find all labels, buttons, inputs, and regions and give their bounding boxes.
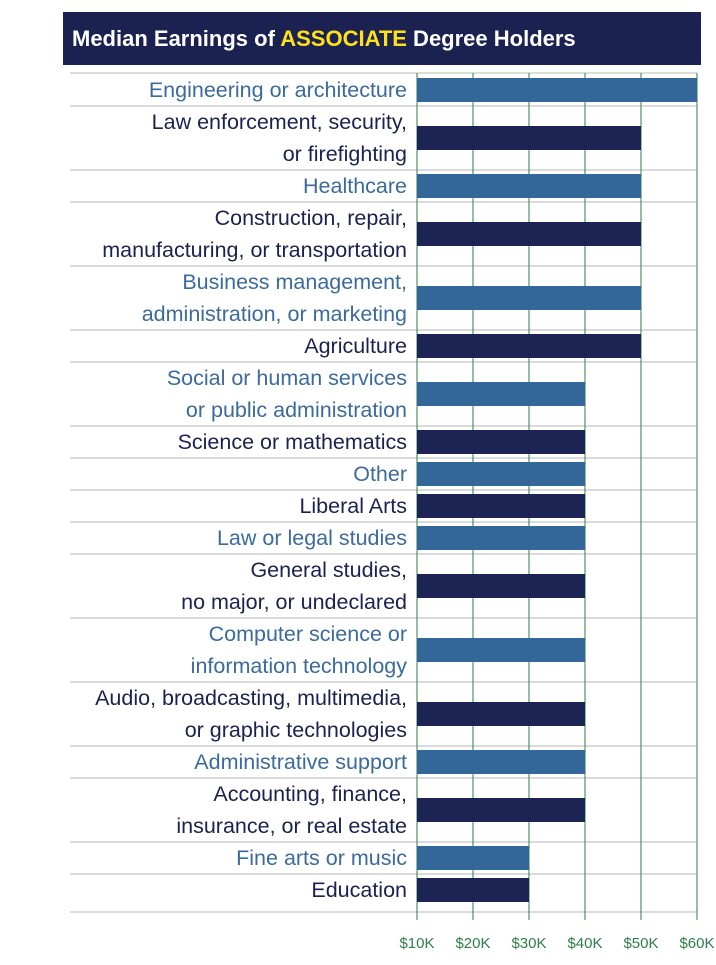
- x-tick-label: $40K: [567, 935, 602, 952]
- chart-title-bar: Median Earnings of ASSOCIATE Degree Hold…: [63, 12, 701, 65]
- category-label: Education: [311, 878, 407, 902]
- category-label: Healthcare: [303, 174, 407, 198]
- category-label: Construction, repair,: [215, 206, 407, 230]
- bar: [417, 382, 585, 406]
- category-label: Business management,: [182, 270, 407, 294]
- category-label: Other: [353, 462, 407, 486]
- bar: [417, 174, 641, 198]
- chart-title: Median Earnings of ASSOCIATE Degree Hold…: [72, 26, 576, 52]
- bar: [417, 574, 585, 598]
- category-label: manufacturing, or transportation: [102, 238, 407, 262]
- category-label: Audio, broadcasting, multimedia,: [95, 686, 407, 710]
- x-tick-label: $50K: [623, 935, 658, 952]
- bar: [417, 334, 641, 358]
- category-label: administration, or marketing: [142, 302, 407, 326]
- category-label: Administrative support: [194, 750, 407, 774]
- category-label: General studies,: [250, 558, 407, 582]
- category-label: Accounting, finance,: [213, 782, 407, 806]
- bar: [417, 638, 585, 662]
- bar: [417, 126, 641, 150]
- bar: [417, 878, 529, 902]
- category-label: insurance, or real estate: [176, 814, 407, 838]
- chart-title-part-1: Median Earnings of: [72, 25, 281, 51]
- bar: [417, 494, 585, 518]
- bar: [417, 462, 585, 486]
- bar: [417, 702, 585, 726]
- bar: [417, 798, 585, 822]
- category-label: Agriculture: [304, 334, 407, 358]
- category-label: no major, or undeclared: [181, 590, 407, 614]
- category-label: Science or mathematics: [178, 430, 407, 454]
- category-label: Engineering or architecture: [149, 78, 407, 102]
- x-tick-label: $20K: [455, 935, 490, 952]
- chart-title-highlight: ASSOCIATE: [280, 25, 407, 51]
- bar: [417, 222, 641, 246]
- bar: [417, 286, 641, 310]
- category-label: Law enforcement, security,: [152, 110, 407, 134]
- bar: [417, 526, 585, 550]
- category-label: Social or human services: [167, 366, 407, 390]
- category-label: Law or legal studies: [217, 526, 407, 550]
- bar: [417, 750, 585, 774]
- category-label: or graphic technologies: [185, 718, 407, 742]
- chart-title-part-2: Degree Holders: [406, 25, 576, 51]
- category-label: Liberal Arts: [299, 494, 407, 518]
- x-tick-label: $30K: [511, 935, 546, 952]
- x-tick-label: $60K: [679, 935, 714, 952]
- category-label: Computer science or: [209, 622, 407, 646]
- category-label: or public administration: [186, 398, 407, 422]
- bar: [417, 846, 529, 870]
- category-label: or firefighting: [283, 142, 407, 166]
- bar: [417, 78, 697, 102]
- category-label: information technology: [191, 654, 408, 678]
- category-label: Fine arts or music: [236, 846, 407, 870]
- bar: [417, 430, 585, 454]
- x-tick-label: $10K: [399, 935, 434, 952]
